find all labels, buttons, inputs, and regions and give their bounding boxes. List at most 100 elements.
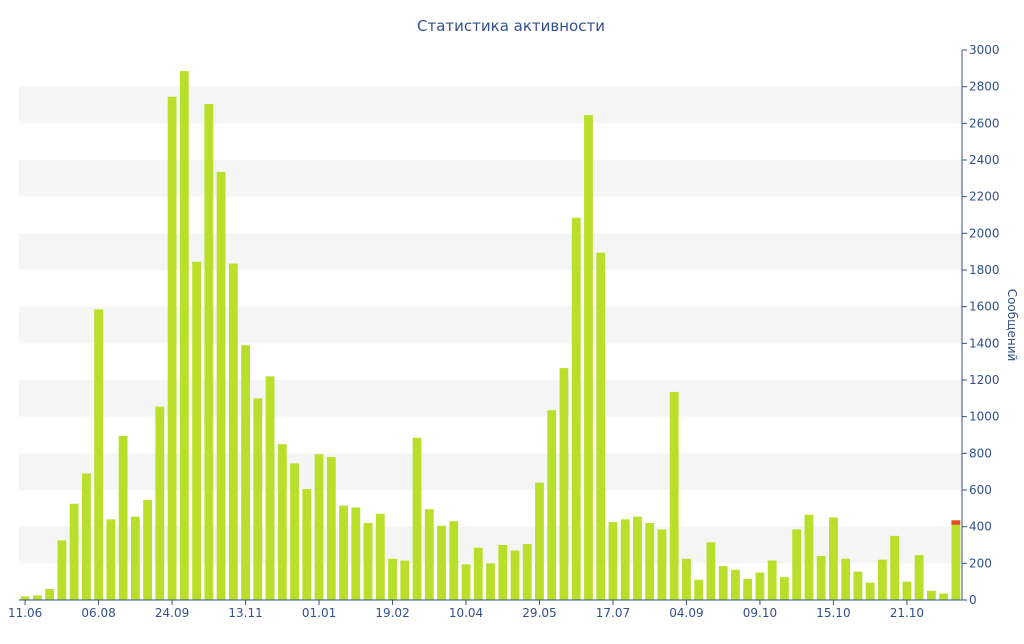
chart-title: Статистика активности bbox=[417, 17, 605, 35]
bar bbox=[449, 521, 459, 600]
bar bbox=[130, 516, 140, 600]
x-tick-label: 21.10 bbox=[890, 606, 924, 620]
bar bbox=[792, 529, 802, 600]
y-axis: 0 200 400 600 800 1000 1200 1400 1600 1800 2000 220… bbox=[961, 43, 1000, 607]
bar bbox=[228, 263, 238, 600]
x-tick-label: 01.01 bbox=[302, 606, 336, 620]
bar bbox=[94, 309, 104, 600]
bar bbox=[204, 104, 214, 600]
bar bbox=[682, 558, 691, 600]
bar bbox=[45, 589, 55, 600]
bar bbox=[718, 566, 728, 600]
bar bbox=[363, 523, 373, 600]
y-tick-label: 2400 bbox=[969, 153, 1000, 167]
x-tick-label: 11.06 bbox=[8, 606, 42, 620]
bar bbox=[547, 410, 557, 600]
bar bbox=[951, 524, 961, 600]
x-tick-label: 17.07 bbox=[596, 606, 630, 620]
bar bbox=[571, 217, 581, 600]
bar bbox=[106, 519, 116, 600]
bar bbox=[69, 503, 79, 600]
x-tick-label: 10.04 bbox=[449, 606, 483, 620]
bar bbox=[853, 571, 863, 600]
x-axis: 11.06 06.08 24.09 13.11 01.01 19.02 10.04 29.05… bbox=[8, 599, 962, 620]
bar bbox=[326, 457, 336, 600]
bar bbox=[388, 558, 397, 600]
bar bbox=[192, 261, 201, 600]
bar bbox=[241, 345, 250, 600]
bar bbox=[167, 96, 177, 600]
grid-band bbox=[19, 160, 962, 197]
y-tick-label: 200 bbox=[969, 556, 992, 570]
bar bbox=[57, 540, 67, 600]
x-tick-label: 04.09 bbox=[669, 606, 703, 620]
bar bbox=[473, 547, 483, 600]
bar bbox=[706, 542, 716, 600]
y-axis-label: Сообщений bbox=[1005, 289, 1019, 362]
x-tick-label: 13.11 bbox=[228, 606, 262, 620]
bar bbox=[877, 559, 887, 600]
bar bbox=[486, 563, 495, 600]
bar bbox=[780, 577, 789, 600]
bar bbox=[657, 529, 667, 600]
bar bbox=[608, 522, 618, 600]
bar bbox=[522, 544, 532, 600]
bar bbox=[596, 252, 606, 601]
bar bbox=[584, 115, 593, 600]
bar bbox=[339, 505, 348, 600]
grid-band bbox=[19, 233, 962, 270]
bar bbox=[694, 579, 704, 600]
bar bbox=[424, 509, 434, 600]
bar bbox=[767, 560, 777, 600]
bar bbox=[461, 564, 471, 600]
bar bbox=[816, 556, 826, 600]
bar-highlight bbox=[951, 520, 961, 525]
bar bbox=[669, 391, 679, 600]
x-tick-label: 09.10 bbox=[743, 606, 777, 620]
bar bbox=[890, 535, 900, 600]
bar bbox=[216, 171, 226, 600]
bar bbox=[498, 545, 508, 600]
y-tick-label: 2000 bbox=[969, 226, 1000, 240]
y-tick-label: 1600 bbox=[969, 300, 1000, 314]
bar bbox=[902, 581, 912, 600]
bar bbox=[926, 590, 936, 600]
y-tick-label: 1200 bbox=[969, 373, 1000, 387]
bar bbox=[118, 435, 128, 600]
bar bbox=[314, 454, 324, 600]
bar bbox=[277, 444, 287, 600]
bar bbox=[155, 406, 165, 600]
y-tick-label: 1400 bbox=[969, 336, 1000, 350]
bar bbox=[265, 376, 275, 600]
bar bbox=[143, 500, 152, 600]
y-tick-label: 800 bbox=[969, 446, 992, 460]
bar bbox=[351, 507, 361, 600]
bar bbox=[510, 550, 520, 600]
bar bbox=[559, 368, 569, 600]
bar bbox=[535, 482, 544, 600]
grid-band bbox=[19, 306, 962, 344]
y-tick-label: 3000 bbox=[969, 43, 1000, 57]
grid-band bbox=[19, 86, 962, 124]
bar bbox=[804, 514, 814, 600]
x-tick-label: 24.09 bbox=[155, 606, 189, 620]
bar bbox=[620, 519, 630, 600]
y-tick-label: 400 bbox=[969, 520, 992, 534]
bar bbox=[755, 572, 765, 600]
y-tick-label: 1800 bbox=[969, 263, 1000, 277]
bar bbox=[253, 398, 263, 600]
bar bbox=[290, 463, 299, 600]
bar bbox=[743, 578, 753, 600]
y-tick-label: 2200 bbox=[969, 190, 1000, 204]
x-tick-label: 29.05 bbox=[522, 606, 556, 620]
bar bbox=[829, 517, 838, 600]
y-tick-label: 2600 bbox=[969, 116, 1000, 130]
y-tick-label: 1000 bbox=[969, 410, 1000, 424]
y-tick-label: 2800 bbox=[969, 80, 1000, 94]
bars-group bbox=[20, 71, 961, 601]
bar bbox=[412, 437, 422, 600]
bar bbox=[914, 555, 924, 600]
bar bbox=[731, 569, 740, 600]
